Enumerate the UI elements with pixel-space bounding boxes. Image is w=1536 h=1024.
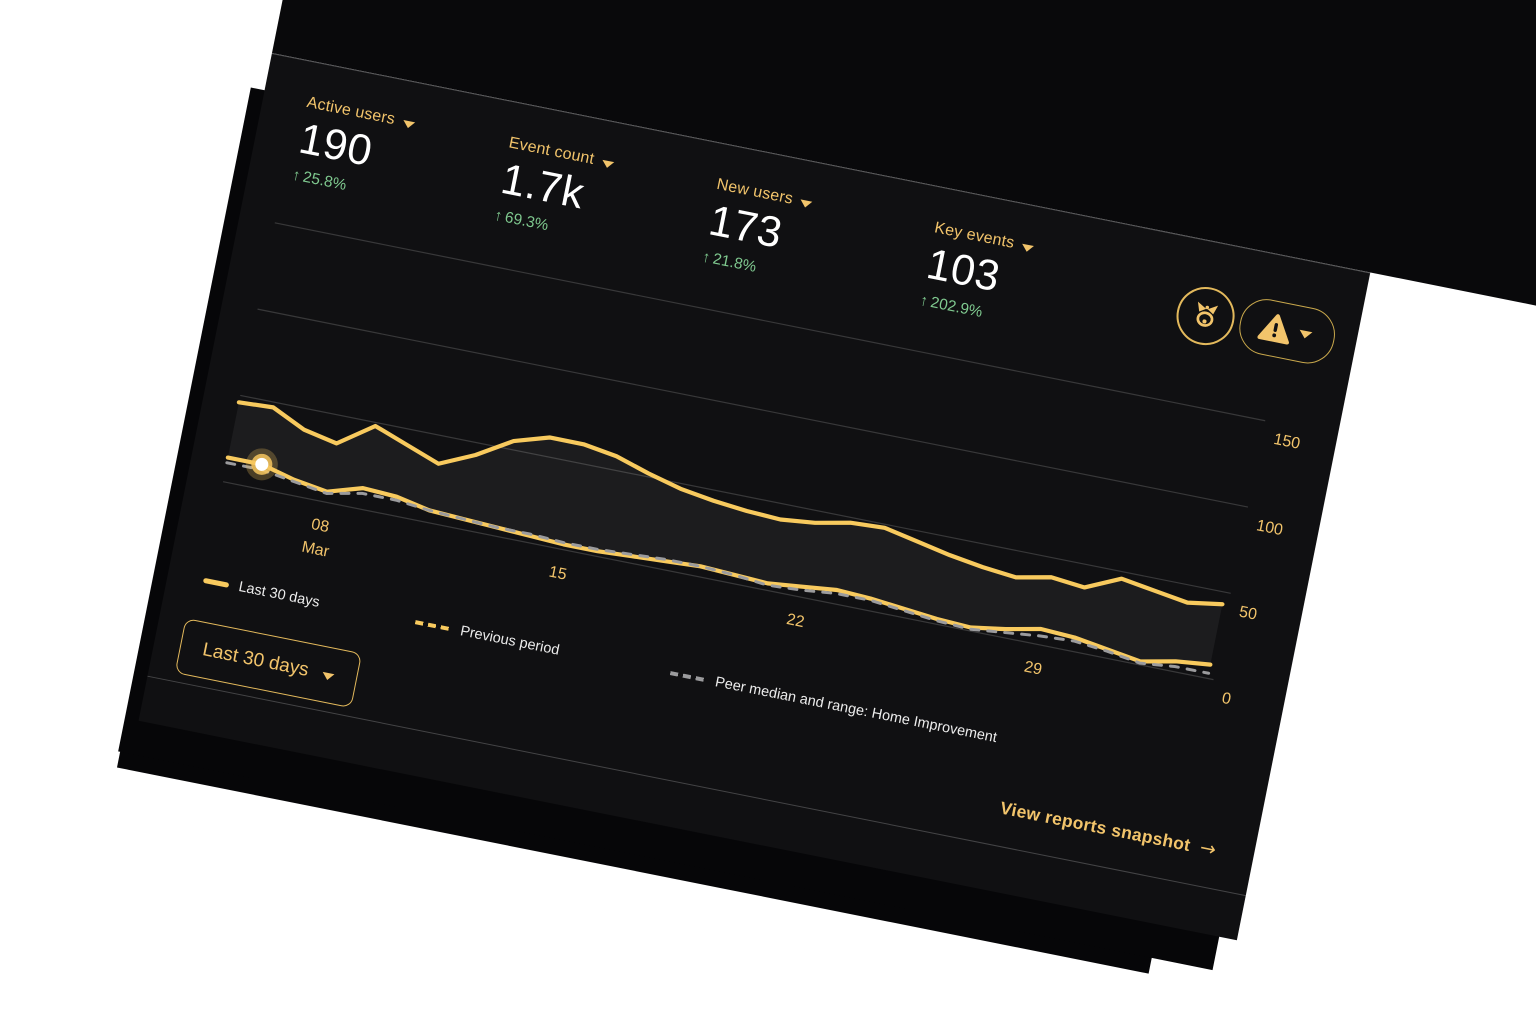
insights-button[interactable] — [1171, 281, 1240, 351]
x-axis-tick-label: 15 — [547, 564, 568, 584]
dashed-line-swatch-icon — [414, 620, 451, 632]
analytics-home-card: Active users 190 ↑ 25.8% Event count 1.7… — [138, 53, 1371, 941]
warning-triangle-icon — [1257, 314, 1313, 345]
x-axis-tick-label: 08 — [310, 516, 331, 536]
peer-range-band — [227, 402, 1223, 665]
chevron-down-icon — [1299, 329, 1313, 339]
x-axis-tick-sublabel: Mar — [300, 539, 331, 561]
date-range-label: Last 30 days — [200, 639, 311, 681]
x-axis-tick-label: 29 — [1023, 658, 1044, 678]
insights-sparkle-icon — [1196, 301, 1219, 327]
y-axis-tick-label: 0 — [1220, 690, 1232, 708]
chevron-down-icon — [321, 671, 335, 681]
series-line — [225, 455, 1213, 667]
gridline — [240, 394, 1231, 594]
gridline — [222, 481, 1214, 681]
gridline — [257, 308, 1249, 508]
y-axis-tick-label: 100 — [1255, 517, 1285, 539]
x-axis-tick-label: 22 — [785, 611, 806, 631]
warnings-dropdown-button[interactable] — [1234, 294, 1340, 369]
series-line — [236, 400, 1225, 607]
highlight-dot[interactable] — [254, 457, 269, 472]
solid-line-swatch-icon — [202, 577, 230, 588]
dashed-line-swatch-icon — [669, 671, 706, 683]
series-line — [225, 461, 1211, 675]
gridline — [274, 222, 1266, 422]
y-axis-tick-label: 50 — [1238, 604, 1259, 624]
y-axis-tick-label: 150 — [1272, 431, 1302, 453]
users-trend-chart[interactable]: 150 100 50 0 08 Mar 15 22 29 — [139, 54, 1371, 940]
